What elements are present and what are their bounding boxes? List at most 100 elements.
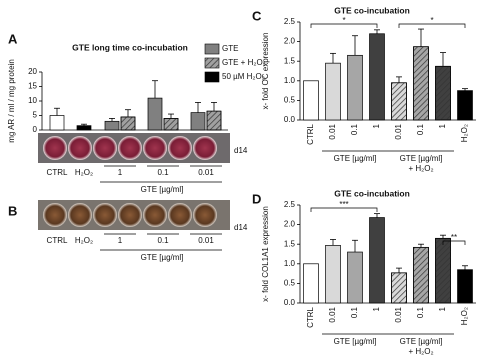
y-tick-label: 0	[33, 125, 38, 134]
bar	[369, 217, 385, 304]
significance-label: **	[451, 233, 457, 242]
category-label: 0.01	[198, 236, 214, 245]
group-label: GTE [µg/ml]	[334, 337, 377, 346]
category-label: H₂O₂	[75, 236, 93, 245]
y-tick-label: 10	[28, 96, 37, 105]
group-note: + H₂O₂	[408, 347, 433, 356]
legend-label: GTE + H₂O₂	[222, 58, 266, 67]
category-label: H₂O₂	[75, 168, 93, 177]
bar	[325, 62, 341, 121]
bar	[347, 251, 363, 304]
significance-label: ***	[339, 200, 348, 209]
x-tick-label: 0.1	[350, 123, 359, 135]
bar	[347, 54, 363, 121]
y-axis-label: x- fold OC expression	[261, 33, 270, 110]
bar	[104, 120, 120, 131]
bar	[147, 97, 163, 131]
y-tick-label: 15	[28, 82, 37, 91]
significance-label: *	[342, 16, 345, 25]
x-tick-label: 0.1	[416, 306, 425, 318]
bar	[190, 112, 206, 131]
category-label: 0.1	[157, 168, 169, 177]
y-tick-label: 2.0	[284, 220, 296, 229]
y-tick-label: 2.0	[284, 37, 296, 46]
panel-label: C	[252, 8, 262, 23]
legend-swatch	[204, 43, 220, 55]
chart-title: GTE co-incubation	[334, 188, 410, 198]
x-tick-label: 0.01	[328, 306, 337, 322]
x-tick-label: H₂O₂	[460, 124, 469, 142]
wells	[43, 203, 217, 227]
category-label: 1	[118, 168, 123, 177]
x-tick-label: 1	[438, 123, 447, 128]
bar-hatch	[120, 116, 136, 131]
bar	[457, 269, 473, 304]
y-tick-label: 1.5	[284, 239, 296, 248]
legend-hatch	[205, 58, 219, 68]
y-tick-label: 1.5	[284, 56, 296, 65]
y-tick-label: 0.5	[284, 96, 296, 105]
bar	[303, 263, 319, 304]
bar-hatch	[206, 110, 222, 131]
bar-hatch	[413, 246, 429, 304]
bar-hatch	[413, 46, 429, 121]
bar-hatch	[163, 118, 179, 131]
legend-label: 50 µM H₂O₂	[222, 72, 265, 81]
x-tick-label: CTRL	[306, 123, 315, 144]
bar-hatch	[391, 272, 407, 304]
y-tick-label: 1.0	[284, 259, 296, 268]
y-tick-label: 0.0	[284, 115, 296, 124]
x-tick-label: 1	[438, 306, 447, 311]
category-label: 0.1	[157, 236, 169, 245]
y-axis-label: x- fold COL1A1 expression	[261, 206, 270, 302]
y-tick-label: 2.5	[284, 17, 296, 26]
category-label: 0.01	[198, 168, 214, 177]
significance-bracket	[310, 23, 378, 28]
x-tick-label: CTRL	[306, 306, 315, 327]
significance-bracket	[442, 240, 466, 245]
chart-title: GTE co-incubation	[334, 5, 410, 15]
significance-label: *	[430, 16, 433, 25]
y-tick-label: 2.5	[284, 200, 296, 209]
x-tick-label: 0.01	[394, 306, 403, 322]
panel-label: A	[8, 31, 18, 46]
chart-title: GTE long time co-incubation	[72, 42, 188, 52]
x-tick-label: 0.01	[394, 123, 403, 139]
bar	[49, 115, 65, 131]
significance-bracket	[310, 207, 378, 212]
legend-label: GTE	[222, 44, 238, 53]
panel-label: B	[8, 203, 17, 218]
y-axis-label: mg AR / ml / mg protein	[7, 59, 16, 143]
day-label: d14	[234, 146, 248, 155]
bar-hatch	[391, 82, 407, 121]
x-tick-label: 1	[372, 306, 381, 311]
bar	[369, 33, 385, 121]
category-label: CTRL	[47, 168, 68, 177]
x-tick-label: 0.1	[350, 306, 359, 318]
bar-hatch	[435, 237, 451, 304]
bar	[303, 80, 319, 121]
x-tick-label: 0.1	[416, 123, 425, 135]
x-axis-label: GTE [µg/ml]	[141, 185, 184, 194]
x-tick-label: 0.01	[328, 123, 337, 139]
y-tick-label: 0.0	[284, 298, 296, 307]
wells	[43, 136, 217, 160]
x-tick-label: H₂O₂	[460, 307, 469, 325]
y-tick-label: 5	[33, 111, 38, 120]
group-label: GTE [µg/ml]	[400, 154, 443, 163]
bar	[76, 125, 92, 131]
bar	[325, 245, 341, 304]
group-label: GTE [µg/ml]	[334, 154, 377, 163]
category-label: CTRL	[47, 236, 68, 245]
group-label: GTE [µg/ml]	[400, 337, 443, 346]
y-tick-label: 0.5	[284, 279, 296, 288]
panel-label: D	[252, 191, 261, 206]
y-tick-label: 1.0	[284, 76, 296, 85]
significance-bracket	[398, 23, 466, 28]
day-label: d14	[234, 223, 248, 232]
y-tick-label: 20	[28, 67, 37, 76]
bar-hatch	[435, 65, 451, 121]
group-note: + H₂O₂	[408, 164, 433, 173]
x-axis-label: GTE [µg/ml]	[141, 253, 184, 262]
